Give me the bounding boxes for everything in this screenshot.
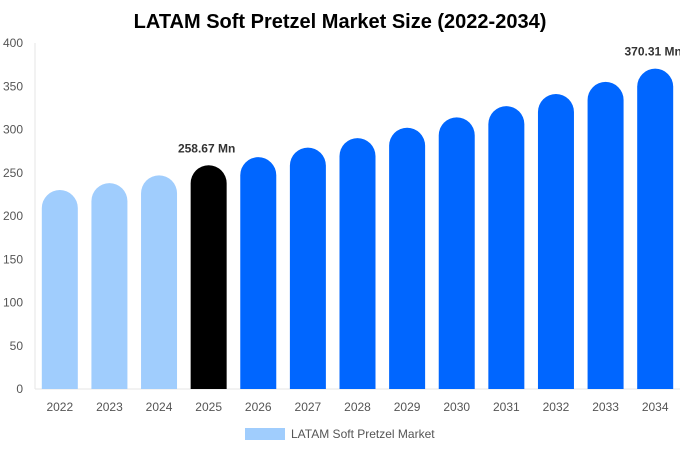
x-tick-label: 2026: [245, 400, 272, 414]
bar-2026: [240, 157, 277, 389]
y-tick-label: 200: [3, 209, 23, 223]
y-tick-label: 300: [3, 123, 23, 137]
legend: LATAM Soft Pretzel Market: [245, 427, 435, 441]
x-tick-label: 2025: [195, 400, 222, 414]
bar-2029: [389, 127, 426, 389]
x-tick-label: 2022: [46, 400, 73, 414]
x-tick-label: 2028: [344, 400, 371, 414]
y-tick-label: 50: [10, 339, 24, 353]
y-tick-label: 150: [3, 252, 23, 266]
x-tick-label: 2023: [96, 400, 123, 414]
bar-2034: [637, 68, 674, 389]
y-tick-label: 350: [3, 79, 23, 93]
bar-2024: [141, 175, 178, 389]
legend-label: LATAM Soft Pretzel Market: [291, 427, 435, 441]
data-label: 370.31 Mn: [625, 45, 680, 59]
bar-2031: [488, 106, 525, 389]
bar-2025: [190, 165, 227, 389]
data-label: 258.67 Mn: [178, 141, 235, 155]
y-tick-label: 400: [3, 36, 23, 50]
x-tick-label: 2032: [543, 400, 570, 414]
bar-2032: [537, 94, 574, 389]
y-tick-label: 100: [3, 296, 23, 310]
y-tick-label: 250: [3, 166, 23, 180]
bar-2027: [289, 147, 326, 389]
x-tick-label: 2034: [642, 400, 669, 414]
x-tick-label: 2033: [592, 400, 619, 414]
x-tick-label: 2027: [295, 400, 322, 414]
legend-swatch: [245, 428, 285, 440]
bar-2023: [91, 183, 128, 389]
bar-2033: [587, 81, 624, 390]
bar-2030: [438, 117, 475, 389]
x-tick-label: 2031: [493, 400, 520, 414]
bar-2028: [339, 138, 376, 389]
chart-title: LATAM Soft Pretzel Market Size (2022-203…: [134, 11, 547, 33]
bar-2022: [41, 190, 78, 389]
x-tick-label: 2024: [146, 400, 173, 414]
x-tick-label: 2029: [394, 400, 421, 414]
x-tick-label: 2030: [443, 400, 470, 414]
y-tick-label: 0: [16, 382, 23, 396]
